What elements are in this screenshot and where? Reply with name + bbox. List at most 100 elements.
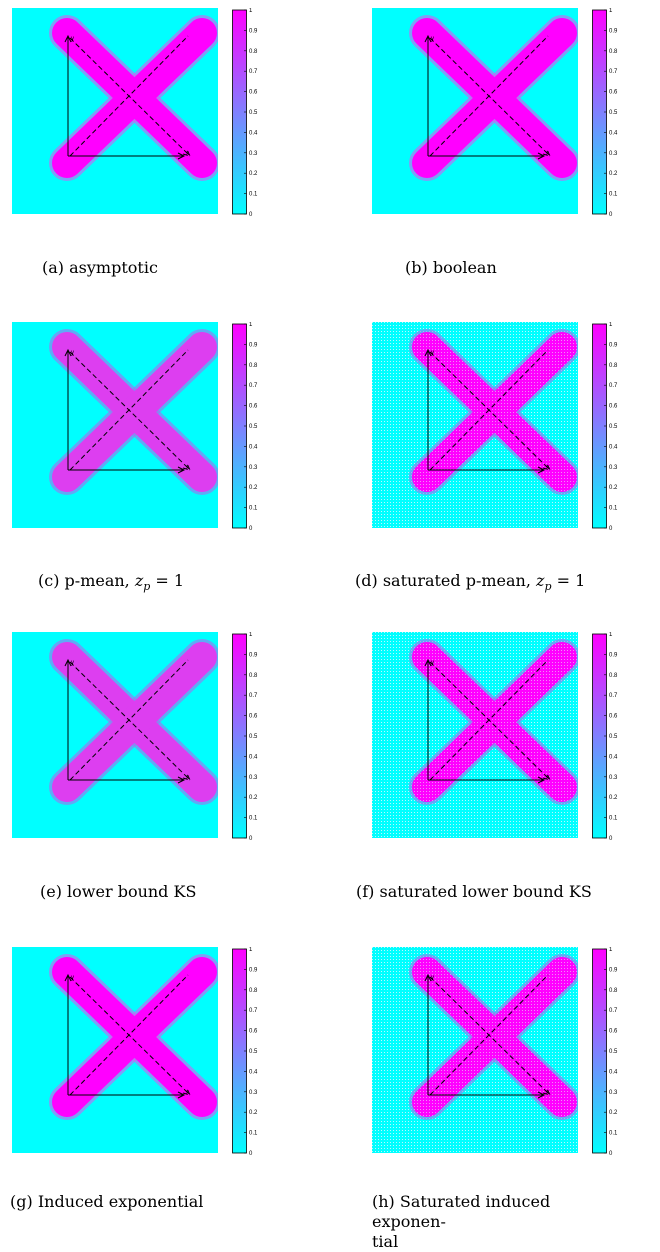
y-axis-label: y [71, 660, 74, 666]
colorbar-tick-label: 0.7 [609, 1008, 618, 1014]
panel-caption: (h) Saturated induced exponen-tial [372, 1192, 582, 1252]
y-axis-label: y [431, 660, 434, 666]
heatmap-plot: xy [12, 322, 218, 528]
caption-text: asymptotic [69, 258, 158, 277]
colorbar-tick-label: 0.8 [249, 988, 258, 994]
caption-equals: = 1 [150, 571, 185, 590]
colorbar-tick-label: 0.1 [249, 1131, 258, 1137]
colorbar-tick-label: 0.6 [249, 404, 258, 410]
x-axis-label: x [546, 775, 549, 781]
colorbar-tick-label: 0.7 [249, 69, 258, 75]
axes-arrows [424, 658, 546, 784]
x-bar-2 [412, 642, 577, 802]
caption-math: z [134, 571, 144, 590]
colorbar-tick-label: 0.4 [249, 1069, 258, 1075]
colorbar-tick-label: 0.7 [609, 69, 618, 75]
y-axis-label: y [71, 36, 74, 42]
colorbar-tick-label: 0.5 [609, 424, 618, 430]
colorbar-tick-label: 0.5 [249, 734, 258, 740]
axes-arrows [64, 658, 186, 784]
figure-panel: x y 0 0.1 0.2 0.3 0.4 0.5 0.6 0.7 0.8 0.9 1 [372, 632, 632, 846]
bar-centerlines [69, 349, 191, 471]
colorbar-tick-label: 1 [609, 947, 613, 953]
colorbar-tick-label: 1 [249, 322, 253, 328]
colorbar-tick-label: 1 [249, 947, 253, 953]
panel-caption: (e) lower bound KS [40, 882, 196, 902]
bar-centerlines [69, 35, 191, 157]
x-bar-2 [412, 957, 577, 1117]
caption-text: Saturated induced exponen- [372, 1192, 551, 1231]
colorbar-tick-label: 1 [609, 632, 613, 638]
colorbar-tick-label: 0.8 [609, 363, 618, 369]
x-axis-label: x [546, 1090, 549, 1096]
panel-caption: (a) asymptotic [42, 258, 158, 278]
panel-caption: (g) Induced exponential [10, 1192, 203, 1212]
colorbar: 0 0.1 0.2 0.3 0.4 0.5 0.6 0.7 0.8 0.9 1 [232, 632, 258, 842]
colorbar-tick-label: 0.1 [609, 816, 618, 822]
figure-panel: x y 0 0.1 0.2 0.3 0.4 0.5 0.6 0.7 0.8 0.9 1 [372, 8, 632, 222]
x-axis-label: x [186, 1090, 189, 1096]
x-bar-2 [412, 18, 577, 178]
colorbar-tick-label: 0.8 [609, 673, 618, 679]
colorbar-tick-label: 0.7 [249, 693, 258, 699]
axes-arrows [424, 34, 546, 160]
colorbar-tick-label: 0.3 [609, 465, 618, 471]
colorbar-tick-label: 0.6 [249, 1029, 258, 1035]
colorbar-tick-label: 0.2 [609, 485, 618, 491]
colorbar-tick-label: 0.7 [249, 383, 258, 389]
colorbar: 0 0.1 0.2 0.3 0.4 0.5 0.6 0.7 0.8 0.9 1 [232, 8, 258, 218]
colorbar-tick-label: 0.1 [249, 192, 258, 198]
caption-text: saturated p-mean, [382, 571, 537, 590]
caption-letter: (c) [38, 571, 60, 590]
panel-caption: (b) boolean [405, 258, 497, 278]
colorbar-tick-label: 0.3 [249, 1090, 258, 1096]
bar-centerlines [429, 349, 551, 471]
colorbar-tick-label: 1 [609, 322, 613, 328]
colorbar: 0 0.1 0.2 0.3 0.4 0.5 0.6 0.7 0.8 0.9 1 [592, 947, 618, 1157]
colorbar: 0 0.1 0.2 0.3 0.4 0.5 0.6 0.7 0.8 0.9 1 [592, 322, 618, 532]
colorbar-tick-label: 0.5 [609, 1049, 618, 1055]
colorbar-tick-label: 0.2 [249, 171, 258, 177]
colorbar-tick-label: 0.8 [609, 49, 618, 55]
colorbar-tick-label: 0.2 [249, 795, 258, 801]
colorbar-tick-label: 0.8 [249, 49, 258, 55]
bar-centerlines [69, 974, 191, 1096]
caption-letter: (b) [405, 258, 428, 277]
colorbar-tick-label: 0.9 [249, 967, 258, 973]
colorbar: 0 0.1 0.2 0.3 0.4 0.5 0.6 0.7 0.8 0.9 1 [232, 947, 258, 1157]
colorbar-tick-label: 0.4 [249, 444, 258, 450]
colorbar-tick-label: 0.4 [249, 754, 258, 760]
colorbar-tick-label: 0.5 [249, 1049, 258, 1055]
axes-arrows [64, 34, 186, 160]
colorbar-tick-label: 0.2 [609, 171, 618, 177]
colorbar-tick-label: 0 [609, 1151, 613, 1157]
colorbar-tick-label: 0 [609, 212, 613, 218]
caption-letter: (h) [372, 1192, 395, 1211]
colorbar-tick-label: 0.6 [609, 1029, 618, 1035]
y-axis-label: y [71, 975, 74, 981]
colorbar-tick-label: 0.1 [609, 192, 618, 198]
caption-math: z [536, 571, 545, 590]
y-axis-label: y [431, 975, 434, 981]
figure-panel: x y 0 0.1 0.2 0.3 0.4 0.5 0.6 0.7 0.8 0.9 1 [372, 947, 632, 1161]
caption-text: lower bound KS [67, 882, 197, 901]
colorbar-tick-label: 0.9 [249, 28, 258, 34]
caption-letter: (a) [42, 258, 65, 277]
colorbar-tick-label: 0.9 [249, 342, 258, 348]
axes-arrows [64, 348, 186, 474]
colorbar-tick-label: 0.1 [609, 1131, 618, 1137]
colorbar-tick-label: 0.3 [249, 151, 258, 157]
colorbar-tick-label: 0.6 [609, 714, 618, 720]
caption-text: Induced exponential [37, 1192, 204, 1211]
axes-arrows [424, 348, 546, 474]
x-bar-2 [52, 957, 217, 1117]
panel-caption: (f) saturated lower bound KS [356, 882, 592, 902]
colorbar-tick-label: 0 [249, 526, 253, 532]
colorbar-tick-label: 0.2 [249, 485, 258, 491]
colorbar-tick-label: 0.3 [249, 775, 258, 781]
x-bar-2 [52, 332, 217, 492]
colorbar-tick-label: 0.3 [249, 465, 258, 471]
caption-letter: (e) [40, 882, 62, 901]
colorbar-tick-label: 0.4 [609, 754, 618, 760]
colorbar-tick-label: 0.2 [249, 1110, 258, 1116]
